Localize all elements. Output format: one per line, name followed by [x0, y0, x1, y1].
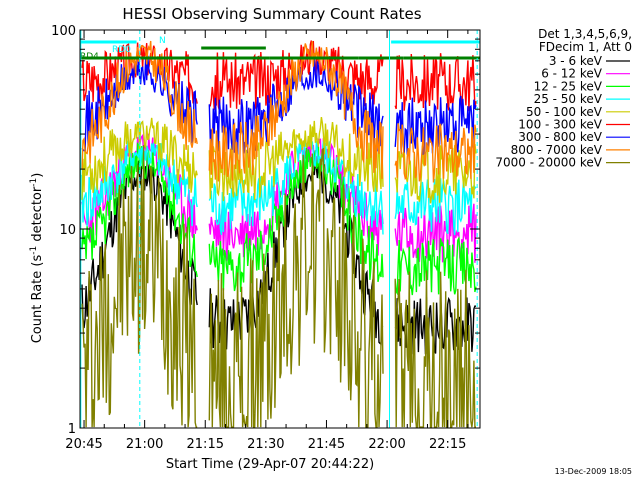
y-axis-label-sup2: -1 [29, 178, 39, 187]
x-axis-label: Start Time (29-Apr-07 20:44:22) [166, 457, 374, 472]
x-tick-label-7: 22:15 [429, 437, 466, 452]
annotation-label-3: N [159, 36, 166, 46]
x-tick-label-6: 22:00 [368, 437, 405, 452]
legend-label-5: 50 - 100 keV [526, 105, 603, 119]
y-axis-label: Count Rate (s-1 detector-1) [29, 173, 45, 344]
y-tick-label-3: 100 [51, 24, 76, 39]
y-axis-label-tail: detector [30, 186, 45, 246]
legend-label-1: 3 - 6 keV [549, 54, 603, 68]
annotation-label-2: RD4 [80, 52, 99, 62]
legend-label-8: 800 - 7000 keV [511, 143, 603, 157]
y-tick-label-1: 1 [68, 422, 76, 437]
x-tick-label-4: 21:30 [247, 437, 284, 452]
series-line-9 [81, 145, 476, 429]
annotation-label-1: RD0 [112, 45, 131, 55]
legend-label-4: 25 - 50 keV [534, 92, 603, 106]
y-axis-label-sup1: -1 [29, 246, 39, 255]
frame-layer: 20:45 21:00 21:15 21:30 21:45 22:00 22:15 1 10 10… [51, 24, 481, 452]
x-tick-label-3: 21:15 [187, 437, 224, 452]
plot-layer: RD0 RD4 N [80, 30, 480, 429]
legend-header-line-1: Det 1,3,4,5,6,9, [538, 27, 632, 41]
legend-label-6: 100 - 300 keV [518, 118, 602, 132]
x-tick-label-5: 21:45 [308, 437, 345, 452]
x-tick-label-1: 20:45 [65, 437, 102, 452]
legend-label-2: 6 - 12 keV [541, 67, 603, 81]
legend-header-line-2: FDecim 1, Att 0 [539, 40, 632, 54]
chart-title: HESSI Observing Summary Count Rates [122, 5, 421, 23]
legend-label-3: 12 - 25 keV [534, 79, 603, 93]
x-tick-label-2: 21:00 [126, 437, 163, 452]
footer-timestamp: 13-Dec-2009 18:05 [555, 467, 632, 476]
legend-label-9: 7000 - 20000 keV [495, 156, 602, 170]
y-axis-label-close: ) [30, 173, 45, 178]
y-tick-label-2: 10 [59, 223, 76, 238]
y-axis-label-main: Count Rate (s [30, 255, 45, 344]
legend: Det 1,3,4,5,6,9, FDecim 1, Att 0 3 - 6 k… [495, 27, 632, 170]
legend-label-7: 300 - 800 keV [518, 130, 602, 144]
